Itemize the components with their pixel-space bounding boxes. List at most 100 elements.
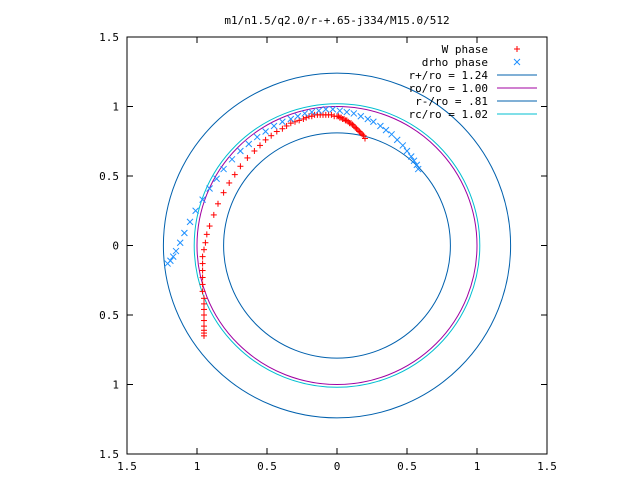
w-phase-point [345, 118, 352, 125]
x-tick-label: 1.5 [537, 460, 557, 473]
w-phase-point [268, 132, 275, 139]
w-phase-point [201, 306, 207, 313]
drho-phase-point [329, 105, 337, 113]
drho-phase-point [357, 112, 365, 120]
drho-phase-point [199, 196, 206, 203]
y-tick-label: 1 [112, 101, 119, 114]
w-phase-point [199, 253, 206, 260]
w-phase-point [273, 128, 280, 135]
drho-phase-point [186, 218, 194, 226]
x-tick-label: 0 [334, 460, 341, 473]
drho-phase-point [279, 118, 286, 126]
w-phase-point [199, 274, 206, 281]
drho-phase-point [206, 185, 213, 192]
drho-phase-point [393, 136, 401, 144]
y-tick-label: 1 [112, 379, 119, 392]
legend-label: r-/ro = .81 [415, 95, 488, 108]
drho-phase-point [172, 247, 180, 255]
w-phase-point [203, 231, 210, 238]
w-phase-point [360, 132, 367, 139]
drho-phase-point [287, 115, 295, 123]
w-phase-point [349, 121, 356, 128]
chart-title: m1/n1.5/q2.0/r-+.65-j334/M15.0/512 [224, 14, 449, 27]
drho-phase-point [343, 108, 351, 116]
y-tick-label: 0.5 [99, 309, 119, 322]
legend-label: ro/ro = 1.00 [409, 82, 488, 95]
drho-phase-point [407, 153, 415, 160]
w-phase-point [206, 223, 213, 230]
w-phase-point [359, 131, 366, 138]
w-phase-point [201, 317, 207, 324]
w-phase-point [356, 128, 363, 135]
drho-phase-point [164, 260, 171, 267]
drho-phase-point [192, 207, 199, 215]
legend-label: rc/ro = 1.02 [409, 108, 488, 121]
drho-phase-point [262, 128, 269, 135]
drho-phase-point [301, 110, 309, 117]
w-phase-point [231, 171, 238, 178]
circle-series [162, 72, 512, 419]
w-phase-point [199, 260, 206, 267]
drho-phase-point [370, 118, 377, 126]
w-phase-point [199, 288, 206, 295]
y-tick-label: 0 [112, 240, 119, 253]
w-phase-point [279, 125, 286, 132]
w-phase-point [201, 246, 207, 253]
w-phase-point [283, 122, 290, 129]
drho-phase-point [294, 112, 302, 120]
w-phase-point [350, 122, 357, 129]
y-tick-labels: 1.5 1 0.5 0 0.5 1 1.5 [99, 31, 119, 461]
drho-phase-point [377, 122, 384, 130]
w-phase-point [201, 300, 207, 307]
drho-phase-point [364, 115, 372, 123]
drho-phase-point [403, 147, 411, 155]
circle-rc-ro-1-02 [193, 103, 481, 388]
w-phase-point [201, 332, 207, 339]
w-phase-point [331, 113, 338, 120]
y-tick-label: 1.5 [99, 31, 119, 44]
w-phase-point [303, 114, 310, 121]
w-phase-point [201, 312, 207, 318]
drho-phase-point [245, 140, 253, 148]
w-phase-point [346, 120, 353, 127]
drho-phase-point [388, 130, 395, 138]
w-phase-point [220, 189, 227, 196]
x-tick-label: 1 [474, 460, 481, 473]
w-phase-point [237, 163, 244, 170]
w-phase-point [199, 281, 206, 288]
w-phase-point [251, 147, 258, 154]
scatter-markers [164, 105, 422, 339]
x-tick-labels: 1.5 1 0.5 0 0.5 1 1.5 [117, 460, 557, 473]
w-phase-point [210, 211, 217, 218]
w-phase-point [215, 200, 221, 207]
w-phase-point [199, 267, 206, 274]
x-tick-label: 0.5 [397, 460, 417, 473]
drho-phase-point [322, 105, 330, 113]
drho-phase-point [270, 122, 278, 130]
legend-label: drho phase [422, 56, 488, 69]
drho-phase-point [410, 157, 418, 165]
drho-phase-point [220, 165, 227, 173]
drho-phase-point [228, 155, 236, 163]
w-phase-point [339, 116, 346, 123]
w-phase-point [202, 239, 209, 246]
w-phase-point [336, 114, 343, 121]
axis-ticks [126, 36, 548, 455]
w-phase-point [257, 142, 263, 149]
w-phase-point [262, 136, 269, 143]
x-tick-label: 0.5 [257, 460, 277, 473]
drho-phase-point [315, 107, 323, 115]
drho-phase-point [413, 161, 421, 169]
circle-r-ro-1-24 [162, 72, 512, 419]
x-tick-label: 1.5 [117, 460, 137, 473]
drho-phase-point [253, 133, 261, 141]
drho-phase-point [350, 110, 358, 117]
w-phase-point [353, 125, 360, 132]
legend-label: r+/ro = 1.24 [409, 69, 489, 82]
x-tick-label: 1 [194, 460, 201, 473]
drho-phase-point [237, 147, 244, 155]
drho-phase-point [176, 239, 184, 247]
drho-phase-point [336, 107, 344, 115]
